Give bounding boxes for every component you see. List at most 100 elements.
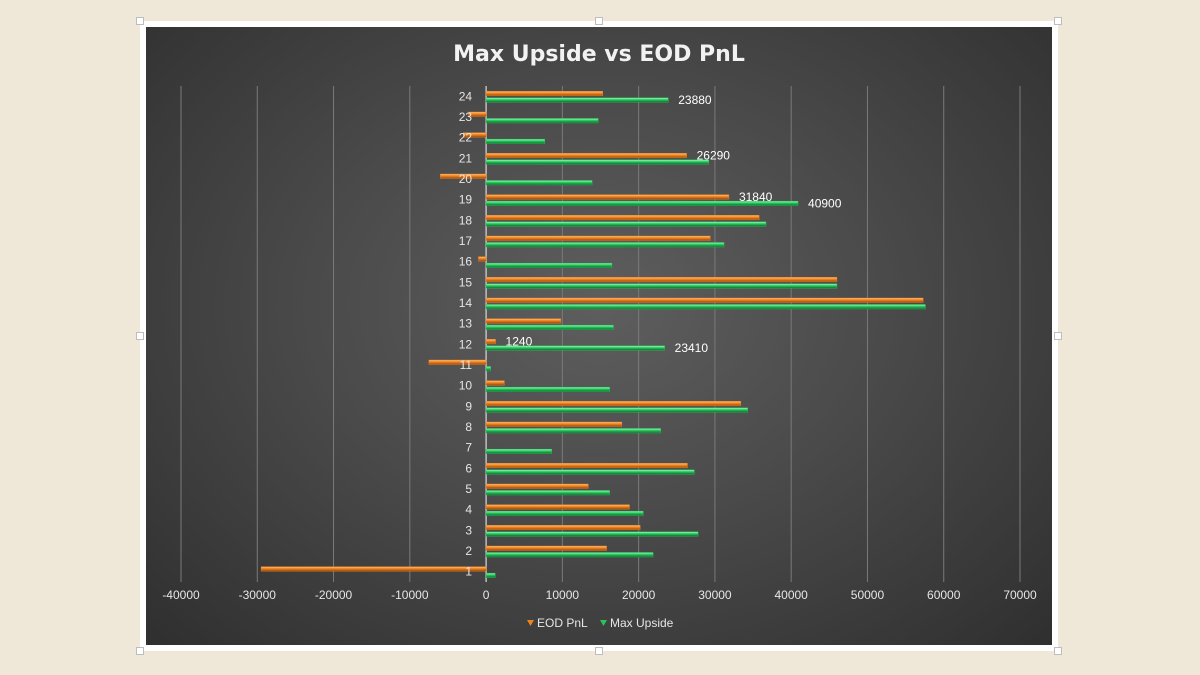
eod-pnl-bar[interactable]	[485, 421, 623, 427]
eod-pnl-bar[interactable]	[478, 256, 487, 262]
x-tick-label: 20000	[622, 588, 656, 602]
category-label: 11	[460, 358, 473, 372]
max-upside-bar[interactable]	[485, 97, 669, 103]
eod-pnl-bar[interactable]	[485, 318, 562, 324]
eod-pnl-bar[interactable]	[428, 359, 487, 365]
max-upside-bar[interactable]	[485, 345, 665, 351]
legend: EOD PnL Max Upside	[527, 616, 674, 630]
eod-pnl-bar[interactable]	[468, 111, 487, 117]
data-label: 23880	[678, 93, 712, 107]
x-tick-label: -20000	[315, 588, 353, 602]
x-tick-label: 70000	[1003, 588, 1037, 602]
data-label: 40900	[808, 196, 842, 210]
category-label: 24	[459, 89, 473, 103]
max-upside-bar[interactable]	[485, 510, 644, 516]
eod-pnl-bar[interactable]	[485, 215, 760, 221]
max-upside-bar[interactable]	[485, 242, 725, 248]
x-tick-label: -10000	[391, 588, 429, 602]
eod-pnl-bar[interactable]	[485, 194, 730, 200]
category-label: 7	[465, 441, 472, 455]
category-label: 5	[465, 482, 472, 496]
max-upside-bar[interactable]	[485, 262, 613, 268]
max-upside-bar[interactable]	[485, 366, 491, 372]
resize-handle-top[interactable]	[595, 17, 603, 25]
eod-pnl-bar[interactable]	[463, 132, 487, 138]
max-upside-bar[interactable]	[485, 490, 610, 496]
eod-pnl-bar[interactable]	[485, 463, 688, 469]
eod-pnl-bar[interactable]	[485, 235, 711, 241]
max-upside-bar[interactable]	[485, 159, 710, 165]
resize-handle-left[interactable]	[136, 332, 144, 340]
max-upside-bar[interactable]	[485, 283, 838, 289]
max-upside-bar[interactable]	[485, 221, 767, 227]
max-upside-bar[interactable]	[485, 180, 593, 186]
resize-handle-bottom[interactable]	[595, 647, 603, 655]
resize-handle-top-right[interactable]	[1054, 17, 1062, 25]
max-upside-legend-marker-icon	[600, 620, 607, 626]
category-label: 17	[459, 234, 473, 248]
x-tick-label: 30000	[698, 588, 732, 602]
max-upside-bar[interactable]	[485, 304, 926, 310]
chart-frame[interactable]: Max Upside vs EOD PnL -40000 -30000 -20000…	[136, 17, 1062, 655]
category-label: 22	[459, 131, 473, 145]
max-upside-bar[interactable]	[485, 552, 654, 558]
max-upside-bar[interactable]	[485, 386, 610, 392]
eod-pnl-bar[interactable]	[485, 277, 838, 283]
category-label: 21	[459, 151, 473, 165]
category-label: 13	[459, 317, 473, 331]
max-upside-bar[interactable]	[485, 118, 599, 124]
bar-chart: Max Upside vs EOD PnL -40000 -30000 -20000…	[162, 42, 1037, 630]
data-label: 1240	[506, 335, 533, 349]
legend-label: Max Upside	[610, 616, 674, 630]
data-label: 23410	[675, 341, 709, 355]
x-tick-label: 60000	[927, 588, 961, 602]
data-label: 31840	[739, 190, 773, 204]
max-upside-bar[interactable]	[485, 428, 661, 434]
eod-pnl-bar[interactable]	[485, 91, 603, 97]
max-upside-bar[interactable]	[485, 469, 695, 475]
category-label: 2	[465, 544, 472, 558]
legend-label: EOD PnL	[537, 616, 588, 630]
max-upside-bar[interactable]	[485, 531, 699, 537]
max-upside-bar[interactable]	[485, 200, 799, 206]
resize-handle-bottom-right[interactable]	[1054, 647, 1062, 655]
resize-handle-top-left[interactable]	[136, 17, 144, 25]
resize-handle-bottom-left[interactable]	[136, 647, 144, 655]
category-label: 1	[465, 565, 472, 579]
category-label: 3	[465, 523, 472, 537]
category-label: 18	[459, 213, 473, 227]
category-label: 23	[459, 110, 473, 124]
eod-pnl-bar[interactable]	[485, 483, 589, 489]
eod-pnl-legend-marker-icon	[527, 620, 534, 626]
category-label: 9	[465, 399, 472, 413]
category-label: 4	[465, 503, 472, 517]
max-upside-bar[interactable]	[485, 324, 614, 330]
category-label: 12	[459, 337, 473, 351]
x-tick-label: 0	[483, 588, 490, 602]
category-label: 20	[459, 172, 473, 186]
eod-pnl-bar[interactable]	[260, 566, 487, 572]
category-label: 19	[459, 193, 473, 207]
resize-handle-right[interactable]	[1054, 332, 1062, 340]
x-tick-label: 50000	[851, 588, 885, 602]
chart-title: Max Upside vs EOD PnL	[453, 42, 745, 67]
eod-pnl-bar[interactable]	[485, 153, 687, 159]
eod-pnl-bar[interactable]	[485, 380, 505, 386]
max-upside-bar[interactable]	[485, 572, 496, 578]
eod-pnl-bar[interactable]	[485, 401, 742, 407]
x-tick-label: -40000	[162, 588, 200, 602]
eod-pnl-bar[interactable]	[485, 297, 924, 303]
chart-area[interactable]: Max Upside vs EOD PnL -40000 -30000 -20000…	[146, 27, 1052, 645]
eod-pnl-bar[interactable]	[485, 504, 630, 510]
eod-pnl-bar[interactable]	[485, 339, 496, 345]
max-upside-bar[interactable]	[485, 138, 546, 144]
category-label: 14	[459, 296, 473, 310]
category-label: 16	[459, 255, 473, 269]
eod-pnl-bar[interactable]	[440, 173, 487, 179]
eod-pnl-bar[interactable]	[485, 525, 641, 531]
x-tick-label: 40000	[774, 588, 808, 602]
max-upside-bar[interactable]	[485, 448, 552, 454]
max-upside-bar[interactable]	[485, 407, 748, 413]
eod-pnl-bar[interactable]	[485, 545, 607, 551]
x-tick-label: -30000	[239, 588, 277, 602]
